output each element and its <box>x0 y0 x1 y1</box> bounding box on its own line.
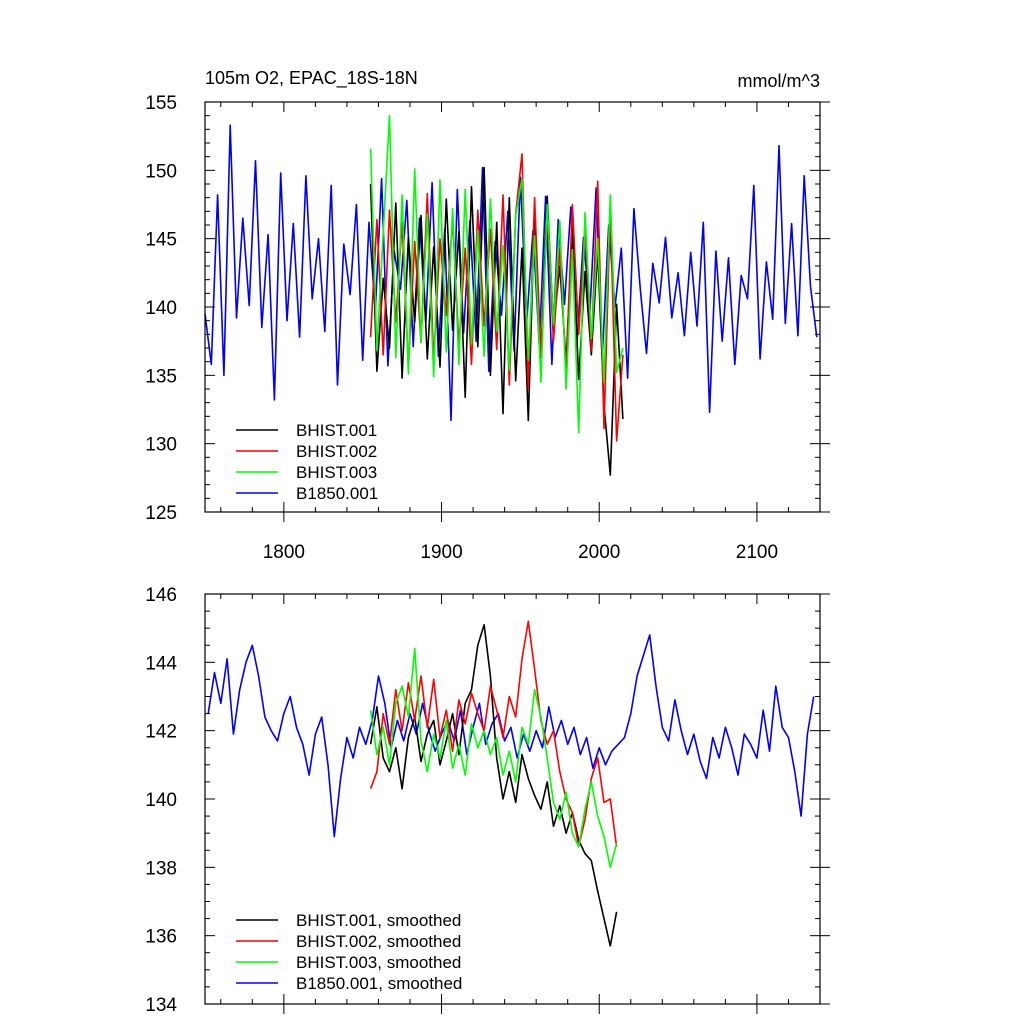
top-panel-title: 105m O2, EPAC_18S-18N <box>205 68 418 89</box>
y-tick-label: 140 <box>145 298 177 319</box>
x-tick-label: 1900 <box>420 542 462 563</box>
x-tick-label: 2000 <box>578 542 620 563</box>
legend-label: B1850.001 <box>296 484 378 503</box>
y-tick-label: 135 <box>145 366 177 387</box>
bottom-ticks-layer: 134 136 138 140 142 144 146 <box>145 585 830 1016</box>
top-legend: BHIST.001 BHIST.002 BHIST.003 B1850.001 <box>236 421 378 503</box>
y-tick-label: 155 <box>145 93 177 114</box>
y-tick-label: 136 <box>145 927 177 948</box>
y-tick-label: 130 <box>145 435 177 456</box>
legend-label: BHIST.003, smoothed <box>296 953 461 972</box>
legend-label: BHIST.002 <box>296 442 377 461</box>
series-line-bhist-003-smoothed <box>369 647 618 869</box>
y-tick-label: 145 <box>145 230 177 251</box>
y-tick-label: 146 <box>145 585 177 606</box>
series-line-bhist-002 <box>369 153 624 442</box>
legend-label: B1850.001, smoothed <box>296 974 462 993</box>
y-tick-label: 142 <box>145 722 177 743</box>
y-tick-label: 125 <box>145 503 177 524</box>
legend-label: BHIST.001 <box>296 421 377 440</box>
series-line-bhist-002-smoothed <box>369 620 618 848</box>
y-tick-label: 138 <box>145 858 177 879</box>
y-tick-label: 134 <box>145 995 177 1016</box>
series-line-b1850-001-smoothed <box>207 634 815 838</box>
series-line-bhist-001-smoothed <box>369 623 618 947</box>
top-ticks-layer: 1800 1900 2000 2100 125 130 135 140 145 150 155 <box>145 93 830 563</box>
series-line-b1850-001 <box>204 124 818 422</box>
y-tick-label: 140 <box>145 790 177 811</box>
bottom-series-layer <box>207 620 815 947</box>
top-series-layer <box>204 114 818 476</box>
series-line-bhist-003 <box>369 114 624 434</box>
bottom-legend: BHIST.001, smoothed BHIST.002, smoothed BH… <box>236 911 462 993</box>
legend-label: BHIST.003 <box>296 463 377 482</box>
top-panel-units: mmol/m^3 <box>738 71 820 91</box>
top-panel: 105m O2, EPAC_18S-18N mmol/m^3 1800 1900 2… <box>145 68 830 563</box>
legend-label: BHIST.001, smoothed <box>296 911 461 930</box>
bottom-plot-frame <box>204 593 821 1005</box>
top-plot-frame <box>204 101 821 513</box>
x-tick-label: 1800 <box>263 542 305 563</box>
y-tick-label: 150 <box>145 161 177 182</box>
x-tick-label: 2100 <box>736 542 778 563</box>
bottom-panel: 134 136 138 140 142 144 146 BHIST.001, smoothe… <box>145 585 830 1016</box>
y-tick-label: 144 <box>145 653 177 674</box>
legend-label: BHIST.002, smoothed <box>296 932 461 951</box>
